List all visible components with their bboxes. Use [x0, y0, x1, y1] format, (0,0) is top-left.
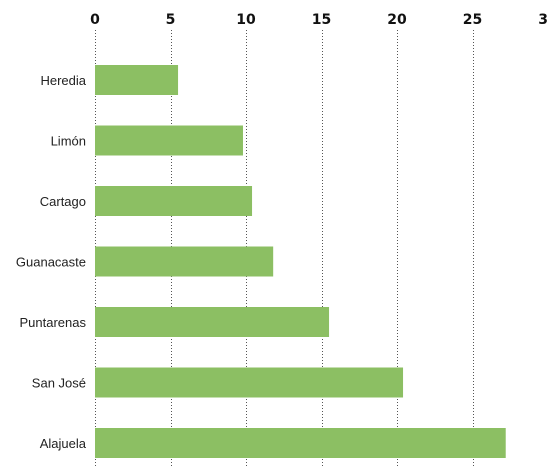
- x-tick-label-0: 0: [90, 12, 100, 28]
- x-tick-label-15: 15: [312, 12, 331, 28]
- bar-san-jos-: [95, 367, 404, 398]
- x-tick-label-20: 20: [387, 12, 407, 28]
- bar-heredia: [95, 65, 179, 95]
- bar-alajuela: [95, 428, 506, 458]
- category-label-lim-n: Limón: [51, 134, 86, 149]
- category-label-cartago: Cartago: [40, 194, 86, 209]
- category-label-guanacaste: Guanacaste: [16, 255, 86, 270]
- x-tick-label-5: 5: [166, 12, 176, 28]
- bar-lim-n: [95, 125, 243, 156]
- category-label-puntarenas: Puntarenas: [20, 315, 87, 330]
- category-labels: Heredia Limón Cartago Guanacaste Puntarenas S…: [16, 73, 87, 451]
- bar-guanacaste: [95, 246, 274, 277]
- category-label-san-jos-: San José: [32, 376, 86, 391]
- bar-puntarenas: [95, 307, 330, 337]
- x-tick-label-10: 10: [236, 12, 256, 28]
- x-tick-label-25: 25: [463, 12, 482, 28]
- x-axis-tick-labels: 0 5 10 15 20 25 30: [90, 12, 547, 28]
- bars: [95, 65, 506, 458]
- category-label-alajuela: Alajuela: [40, 436, 87, 451]
- x-tick-label-30: 30: [538, 12, 547, 28]
- bar-cartago: [95, 186, 253, 216]
- category-label-heredia: Heredia: [40, 73, 86, 88]
